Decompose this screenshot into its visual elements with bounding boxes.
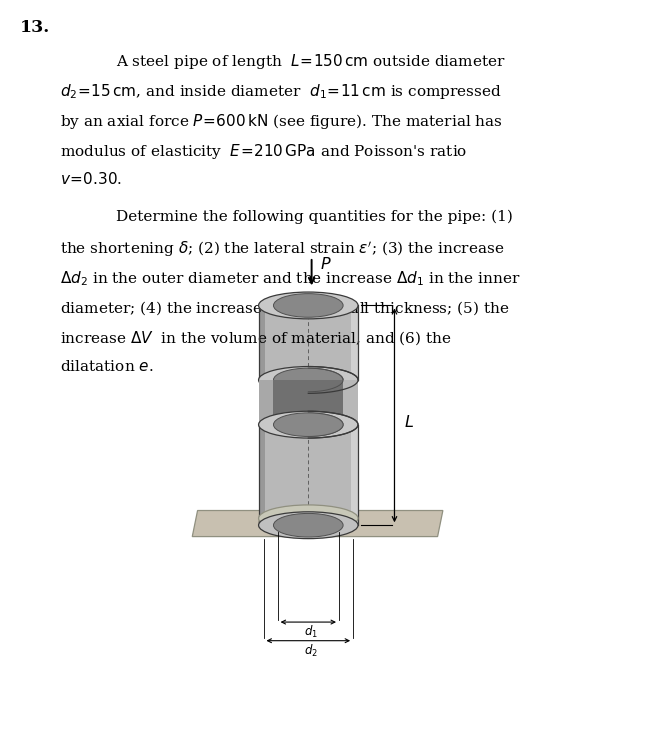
Text: $P$: $P$ — [320, 256, 332, 273]
Polygon shape — [259, 425, 358, 525]
Polygon shape — [351, 425, 358, 525]
Polygon shape — [192, 510, 443, 536]
Text: $d_2\!=\!15\,\mathrm{cm}$, and inside diameter  $d_1\!=\!11\,\mathrm{cm}$ is com: $d_2\!=\!15\,\mathrm{cm}$, and inside di… — [60, 82, 501, 101]
Ellipse shape — [274, 368, 343, 392]
Ellipse shape — [274, 294, 343, 317]
Polygon shape — [274, 380, 343, 425]
Ellipse shape — [259, 367, 358, 393]
Text: diameter; (4) the increase $\Delta t$ in the wall thickness; (5) the: diameter; (4) the increase $\Delta t$ in… — [60, 299, 509, 317]
Ellipse shape — [259, 411, 358, 438]
Text: dilatation $e$.: dilatation $e$. — [60, 359, 153, 374]
Text: by an axial force $P\!=\!600\,\mathrm{kN}$ (see figure). The material has: by an axial force $P\!=\!600\,\mathrm{kN… — [60, 112, 503, 131]
Text: $\Delta d_2$ in the outer diameter and the increase $\Delta d_1$ in the inner: $\Delta d_2$ in the outer diameter and t… — [60, 270, 520, 288]
Text: Determine the following quantities for the pipe: (1): Determine the following quantities for t… — [116, 210, 513, 224]
Text: $d_2$: $d_2$ — [304, 643, 318, 659]
Polygon shape — [351, 305, 358, 380]
Ellipse shape — [274, 513, 343, 537]
Polygon shape — [259, 380, 274, 425]
Text: the shortening $\delta$; (2) the lateral strain $\varepsilon'$; (3) the increase: the shortening $\delta$; (2) the lateral… — [60, 240, 504, 259]
Text: $v\!=\!0.30$.: $v\!=\!0.30$. — [60, 171, 122, 187]
Text: $L$: $L$ — [404, 414, 414, 431]
Ellipse shape — [259, 512, 358, 539]
Text: increase $\Delta V$  in the volume of material, and (6) the: increase $\Delta V$ in the volume of mat… — [60, 329, 451, 347]
Ellipse shape — [290, 301, 312, 305]
Polygon shape — [259, 305, 358, 380]
Ellipse shape — [274, 413, 343, 437]
Text: modulus of elasticity  $E\!=\!210\,\mathrm{GPa}$ and Poisson's ratio: modulus of elasticity $E\!=\!210\,\mathr… — [60, 142, 467, 161]
Polygon shape — [343, 380, 358, 425]
Text: A steel pipe of length  $L\!=\!150\,\mathrm{cm}$ outside diameter: A steel pipe of length $L\!=\!150\,\math… — [116, 52, 506, 72]
Ellipse shape — [259, 292, 358, 319]
Text: $d_1$: $d_1$ — [304, 624, 318, 641]
Text: 13.: 13. — [20, 19, 50, 36]
Polygon shape — [259, 305, 265, 380]
Ellipse shape — [259, 505, 358, 532]
Polygon shape — [259, 425, 265, 525]
